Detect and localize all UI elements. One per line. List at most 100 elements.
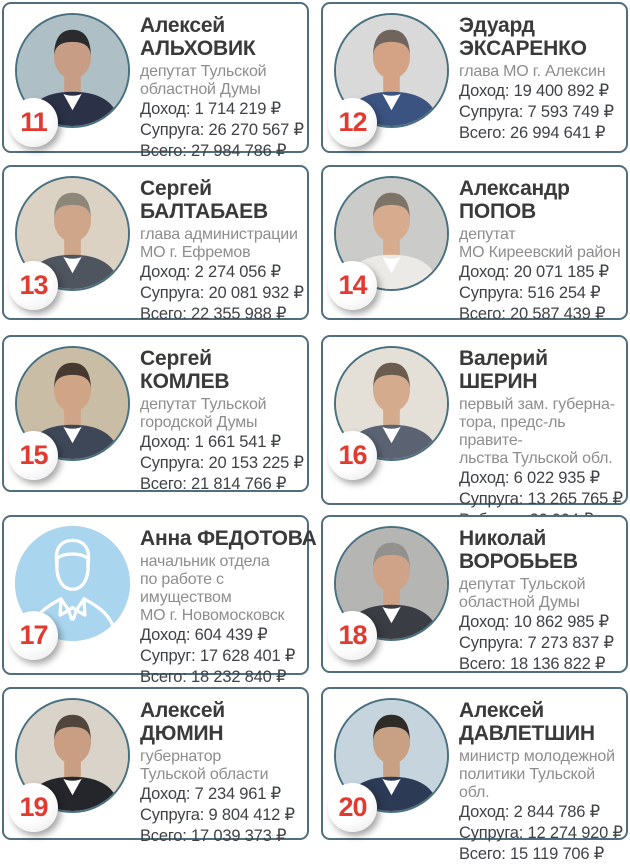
first-name: Сергей <box>140 347 212 370</box>
last-name: БАЛТАБАЕВ <box>140 200 268 223</box>
last-name: ФЕДОТОВА <box>197 527 317 550</box>
total-income-line: Всего: 20 587 439 ₽ <box>459 305 606 323</box>
official-position: министр молодежной политики Тульской обл… <box>459 748 615 801</box>
spouse-income-line: Супруга: 12 274 920 ₽ <box>459 824 623 842</box>
income-block: Доход: 1 714 219 ₽ Супруга: 26 270 567 ₽… <box>140 99 304 162</box>
income-block: Доход: 20 071 185 ₽ Супруга: 516 254 ₽ В… <box>459 262 622 325</box>
spouse-income-line: Супруга: 7 273 837 ₽ <box>459 634 614 652</box>
rank-badge: 17 <box>9 611 58 660</box>
official-card: 20 Алексей ДАВЛЕТШИН министр молодежной … <box>321 687 628 863</box>
official-info: Эдуард ЭКСАРЕНКО глава МО г. Алексин Дох… <box>459 4 626 151</box>
first-name: Сергей <box>140 177 212 200</box>
income-line: Доход: 2 274 056 ₽ <box>140 263 281 281</box>
official-position: начальник отдела по работе с имуществом … <box>140 553 285 624</box>
spouse-income-line: Супруга: 13 265 765 ₽ <box>459 490 623 508</box>
income-block: Доход: 10 862 985 ₽ Супруга: 7 273 837 ₽… <box>459 612 622 675</box>
last-name: ПОПОВ <box>459 200 537 223</box>
official-position: глава МО г. Алексин <box>459 63 606 80</box>
official-card: 15 Сергей КОМЛЕВ депутат Тульской городс… <box>2 335 309 493</box>
spouse-income-line: Супруга: 516 254 ₽ <box>459 284 601 302</box>
official-position: депутат Тульской городской Думы <box>140 396 267 431</box>
official-name: Алексей АЛЬХОВИК <box>140 14 303 60</box>
rank-badge: 20 <box>328 783 377 832</box>
official-position: депутат Тульской областной Думы <box>140 63 267 98</box>
spouse-income-line: Супруга: 26 270 567 ₽ <box>140 121 304 139</box>
official-card: 18 Николай ВОРОБЬЕВ депутат Тульской обл… <box>321 515 628 673</box>
rank-badge: 19 <box>9 783 58 832</box>
rank-badge: 13 <box>9 261 58 310</box>
official-card: 16 Валерий ШЕРИН первый зам. губерна- то… <box>321 335 628 550</box>
income-line: Доход: 20 071 185 ₽ <box>459 263 609 281</box>
income-line: Доход: 1 661 541 ₽ <box>140 433 281 451</box>
income-line: Доход: 19 400 892 ₽ <box>459 82 609 100</box>
first-name: Александр <box>459 177 570 200</box>
official-position: депутат МО Киреевский район <box>459 226 621 261</box>
first-name: Валерий <box>459 347 548 370</box>
official-info: Анна ФЕДОТОВА начальник отдела по работе… <box>140 517 317 686</box>
income-block: Доход: 7 234 961 ₽ Супруга: 9 804 412 ₽ … <box>140 784 303 847</box>
last-name: АЛЬХОВИК <box>140 37 256 60</box>
total-income-line: Всего: 18 232 840 ₽ <box>140 668 287 686</box>
rank-badge: 12 <box>328 98 377 147</box>
income-line: Доход: 604 439 ₽ <box>140 626 268 644</box>
official-card: 14 Александр ПОПОВ депутат МО Киреевский… <box>321 165 628 323</box>
first-name: Алексей <box>459 699 545 722</box>
first-name: Анна <box>140 527 192 550</box>
total-income-line: Всего: 17 039 373 ₽ <box>140 827 287 845</box>
spouse-income-line: Супруга: 9 804 412 ₽ <box>140 806 295 824</box>
last-name: ВОРОБЬЕВ <box>459 550 578 573</box>
official-name: Эдуард ЭКСАРЕНКО <box>459 14 622 60</box>
first-name: Эдуард <box>459 14 535 37</box>
official-name: Николай ВОРОБЬЕВ <box>459 527 622 573</box>
official-info: Сергей КОМЛЕВ депутат Тульской городской… <box>140 337 307 493</box>
last-name: ДАВЛЕТШИН <box>459 722 595 745</box>
last-name: ЭКСАРЕНКО <box>459 37 587 60</box>
official-info: Алексей АЛЬХОВИК депутат Тульской област… <box>140 4 307 160</box>
income-line: Доход: 6 022 935 ₽ <box>459 469 600 487</box>
rank-badge: 14 <box>328 261 377 310</box>
total-income-line: Всего: 27 984 786 ₽ <box>140 142 287 160</box>
official-card: 17 Анна ФЕДОТОВА начальник отдела по раб… <box>2 515 317 686</box>
official-info: Валерий ШЕРИН первый зам. губерна- тора,… <box>459 337 626 550</box>
official-photo <box>334 346 449 461</box>
official-position: глава администрации МО г. Ефремов <box>140 226 298 261</box>
income-line: Доход: 2 844 786 ₽ <box>459 803 600 821</box>
official-info: Сергей БАЛТАБАЕВ глава администрации МО … <box>140 167 307 323</box>
spouse-income-line: Супруга: 20 081 932 ₽ <box>140 284 304 302</box>
official-name: Анна ФЕДОТОВА <box>140 527 317 550</box>
last-name: КОМЛЕВ <box>140 370 230 393</box>
first-name: Алексей <box>140 14 226 37</box>
official-card: 13 Сергей БАЛТАБАЕВ глава администрации … <box>2 165 309 323</box>
rank-badge: 11 <box>9 98 58 147</box>
rank-badge: 16 <box>328 431 377 480</box>
official-position: депутат Тульской областной Думы <box>459 576 586 611</box>
income-block: Доход: 2 274 056 ₽ Супруга: 20 081 932 ₽… <box>140 262 304 325</box>
official-position: первый зам. губерна- тора, предс-ль прав… <box>459 396 615 467</box>
official-card: 19 Алексей ДЮМИН губернатор Тульской обл… <box>2 687 309 845</box>
official-name: Алексей ДАВЛЕТШИН <box>459 699 622 745</box>
rank-badge: 18 <box>328 611 377 660</box>
income-line: Доход: 10 862 985 ₽ <box>459 613 609 631</box>
last-name: ДЮМИН <box>140 722 224 745</box>
official-card: 11 Алексей АЛЬХОВИК депутат Тульской обл… <box>2 2 309 160</box>
total-income-line: Всего: 15 119 706 ₽ <box>459 845 605 863</box>
official-name: Сергей БАЛТАБАЕВ <box>140 177 303 223</box>
official-info: Алексей ДАВЛЕТШИН министр молодежной пол… <box>459 689 626 863</box>
income-block: Доход: 1 661 541 ₽ Супруга: 20 153 225 ₽… <box>140 432 304 495</box>
official-info: Алексей ДЮМИН губернатор Тульской област… <box>140 689 307 845</box>
official-card: 12 Эдуард ЭКСАРЕНКО глава МО г. Алексин … <box>321 2 628 153</box>
total-income-line: Всего: 18 136 822 ₽ <box>459 655 606 673</box>
income-block: Доход: 604 439 ₽ Супруг: 17 628 401 ₽ Вс… <box>140 625 303 688</box>
official-name: Алексей ДЮМИН <box>140 699 303 745</box>
first-name: Алексей <box>140 699 226 722</box>
official-name: Валерий ШЕРИН <box>459 347 622 393</box>
spouse-income-line: Супруга: 7 593 749 ₽ <box>459 103 614 121</box>
total-income-line: Всего: 22 355 988 ₽ <box>140 305 287 323</box>
rank-badge: 15 <box>9 431 58 480</box>
first-name: Николай <box>459 527 547 550</box>
person-photo-icon <box>336 178 447 289</box>
income-line: Доход: 1 714 219 ₽ <box>140 100 281 118</box>
official-info: Николай ВОРОБЬЕВ депутат Тульской област… <box>459 517 626 673</box>
income-block: Доход: 2 844 786 ₽ Супруга: 12 274 920 ₽… <box>459 802 623 865</box>
